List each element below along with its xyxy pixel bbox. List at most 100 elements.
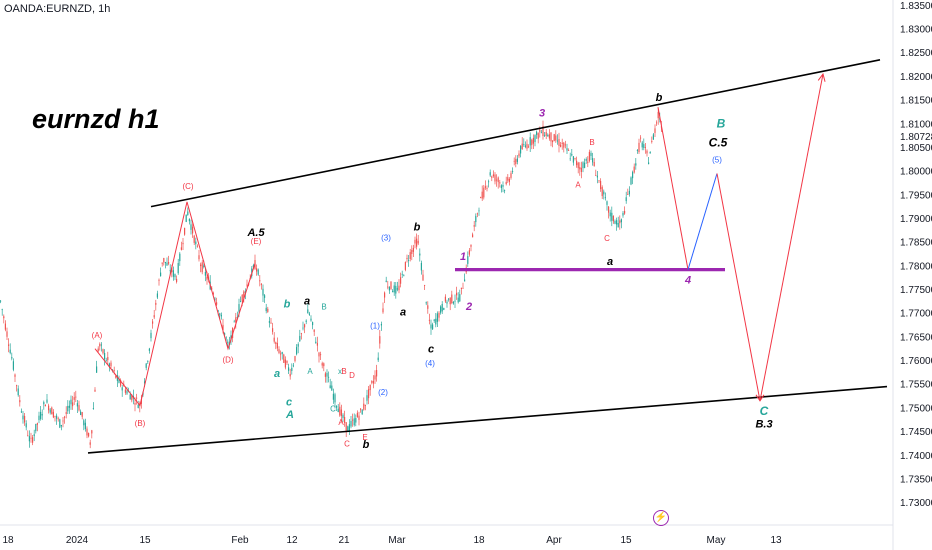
wave-label: C.5 <box>709 135 728 149</box>
candle-body <box>108 363 110 367</box>
candle-body <box>497 177 499 183</box>
wave-label: D <box>349 371 355 380</box>
wave-label: A <box>575 181 581 190</box>
candle-body <box>612 215 614 222</box>
candle-body <box>302 327 304 329</box>
candle-body <box>606 201 608 205</box>
candle-body <box>131 394 133 401</box>
wave-label: 3 <box>539 108 545 120</box>
candle-body <box>54 415 56 417</box>
y-tick-label: 1.74000 <box>900 451 932 462</box>
candle-body <box>387 286 389 288</box>
candle-body <box>99 343 101 347</box>
candle-body <box>284 359 286 368</box>
candle-body <box>648 162 650 165</box>
candle-body <box>504 190 506 192</box>
candle-body <box>113 370 115 371</box>
candle-body <box>163 258 165 263</box>
candle-body <box>331 385 333 391</box>
candle-body <box>204 271 206 276</box>
candle-body <box>188 218 190 222</box>
lightning-icon[interactable]: ⚡ <box>653 510 669 526</box>
candle-body <box>219 313 221 316</box>
candle-body <box>604 197 606 199</box>
candle-body <box>640 137 642 139</box>
candle-body <box>560 144 562 147</box>
candle-body <box>46 399 48 403</box>
candle-body <box>449 297 451 305</box>
candle-body <box>494 174 496 182</box>
candle-body <box>596 175 598 178</box>
candle-body <box>588 151 590 162</box>
candle-body <box>84 422 86 430</box>
candle-body <box>392 291 394 292</box>
candle-body <box>280 353 282 355</box>
candle-body <box>478 210 480 212</box>
candle-body <box>30 437 32 439</box>
candle-body <box>28 436 30 442</box>
x-tick-label: Feb <box>231 535 249 546</box>
candle-body <box>542 126 544 137</box>
candle-body <box>563 142 565 148</box>
symbol-label: OANDA:EURNZD, 1h <box>4 3 111 15</box>
y-tick-label: 1.80000 <box>900 167 932 178</box>
candle-body <box>38 415 40 421</box>
candle-body <box>72 402 74 407</box>
upper-channel-line <box>150 59 881 208</box>
candle-body <box>412 247 414 252</box>
wave-label: A <box>307 367 313 376</box>
candle-body <box>651 140 653 142</box>
x-tick-label: 18 <box>2 535 14 546</box>
candle-body <box>492 174 494 177</box>
candle-body <box>88 433 90 437</box>
candle-body <box>600 180 602 190</box>
candle-body <box>472 234 474 238</box>
candle-body <box>580 167 582 172</box>
candle-body <box>630 177 632 185</box>
candle-body <box>473 225 475 227</box>
candle-body <box>352 419 354 421</box>
y-tick-label: 1.76500 <box>900 332 932 343</box>
wave-label: a <box>304 296 310 308</box>
candle-body <box>406 257 408 260</box>
candle-body <box>443 307 445 310</box>
candle-body <box>454 300 456 302</box>
candle-body <box>587 161 589 163</box>
wave-label: A.5 <box>246 227 265 239</box>
candle-body <box>398 285 400 291</box>
candle-body <box>316 343 318 346</box>
candle-body <box>193 235 195 243</box>
candle-body <box>350 420 352 427</box>
candle-body <box>356 412 358 418</box>
candle-body <box>611 212 613 221</box>
candle-body <box>603 191 605 195</box>
candle-body <box>256 268 258 272</box>
candle-body <box>566 148 568 151</box>
candle-body <box>537 133 539 139</box>
candle-body <box>579 167 581 170</box>
candle-body <box>419 253 421 256</box>
candle-body <box>49 409 51 413</box>
candle-body <box>368 389 370 399</box>
y-tick-label: 1.82500 <box>900 48 932 59</box>
candle-body <box>470 244 472 247</box>
candle-body <box>622 212 624 216</box>
candle-body <box>150 332 152 339</box>
wave-label: (C) <box>182 182 193 191</box>
candle-body <box>176 278 178 282</box>
x-tick-label: 15 <box>620 535 632 546</box>
candle-body <box>59 419 61 428</box>
wave-label: a <box>607 256 613 268</box>
candle-body <box>556 140 558 142</box>
wave-zigzag <box>94 201 256 407</box>
y-tick-label: 1.79500 <box>900 190 932 201</box>
wave-label: C <box>760 404 769 418</box>
candle-body <box>313 329 315 332</box>
candle-body <box>161 262 163 264</box>
candle-body <box>360 408 362 410</box>
candle-body <box>641 142 643 148</box>
candle-body <box>104 353 106 360</box>
candle-body <box>222 324 224 330</box>
wave-label: b <box>656 92 663 104</box>
